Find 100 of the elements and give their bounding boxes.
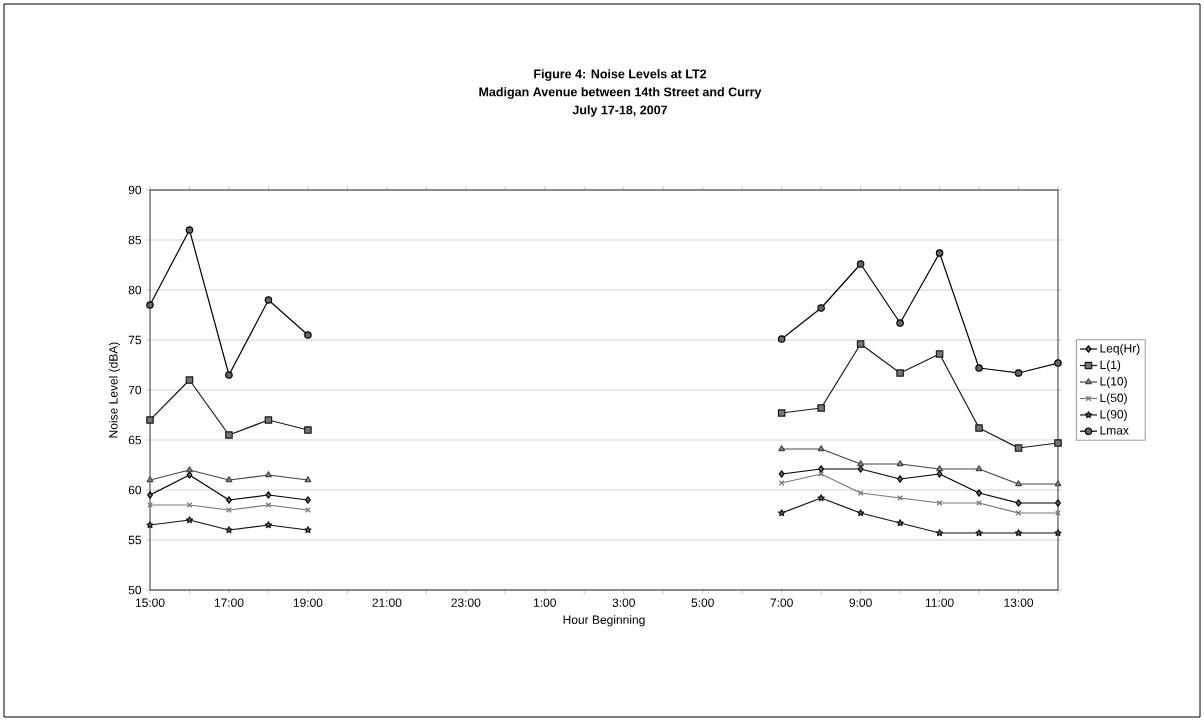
point bbox=[857, 460, 864, 467]
point bbox=[817, 304, 825, 312]
point bbox=[1054, 480, 1062, 487]
x-tick-label: 17:00 bbox=[214, 598, 244, 607]
x-tick-label: 7:00 bbox=[770, 598, 793, 607]
legend-label: L(50) bbox=[1100, 393, 1127, 405]
point bbox=[304, 476, 312, 483]
y-axis-title: Noise Level (dBA) bbox=[108, 342, 121, 438]
point bbox=[265, 471, 272, 478]
point bbox=[817, 404, 825, 412]
point bbox=[936, 465, 943, 472]
point bbox=[1054, 439, 1062, 447]
point bbox=[818, 471, 824, 477]
point bbox=[185, 516, 194, 524]
chart-title: Figure 4: Noise Levels at LT2 bbox=[534, 69, 707, 81]
point bbox=[896, 319, 904, 327]
legend-label: Leq(Hr) bbox=[1100, 343, 1140, 355]
y-tick-label: 55 bbox=[128, 535, 142, 545]
point bbox=[975, 364, 983, 372]
point bbox=[304, 526, 312, 534]
point bbox=[896, 519, 904, 527]
point bbox=[265, 502, 272, 508]
point bbox=[778, 445, 786, 452]
x-tick-label: 1:00 bbox=[534, 598, 556, 607]
point bbox=[1014, 444, 1023, 452]
point bbox=[225, 431, 233, 439]
text: July 17-18, 2007 bbox=[572, 105, 668, 117]
point bbox=[186, 471, 193, 479]
point bbox=[225, 476, 233, 483]
point bbox=[304, 331, 312, 339]
point bbox=[305, 507, 311, 513]
point bbox=[186, 502, 193, 508]
point bbox=[264, 521, 273, 529]
point bbox=[264, 416, 273, 424]
x-tick-label: 5:00 bbox=[691, 598, 714, 607]
y-tick-label: 65 bbox=[128, 435, 142, 445]
point bbox=[1014, 529, 1023, 537]
point bbox=[146, 301, 154, 309]
point bbox=[1015, 480, 1022, 487]
point bbox=[817, 445, 825, 452]
point bbox=[778, 480, 785, 486]
x-tick-label: 13:00 bbox=[1004, 598, 1034, 607]
point bbox=[146, 476, 154, 483]
point bbox=[896, 460, 904, 467]
y-tick-label: 90 bbox=[128, 185, 142, 195]
point bbox=[1015, 510, 1022, 516]
point bbox=[856, 340, 865, 348]
point bbox=[146, 416, 154, 424]
point bbox=[935, 529, 944, 537]
point bbox=[935, 249, 944, 257]
x-tick-label: 9:00 bbox=[849, 598, 872, 607]
point bbox=[856, 509, 865, 517]
point bbox=[1014, 369, 1023, 377]
x-tick-label: 15:00 bbox=[135, 598, 165, 607]
point bbox=[857, 490, 864, 496]
point bbox=[265, 491, 272, 499]
point bbox=[936, 500, 943, 506]
x-tick-label: 3:00 bbox=[612, 598, 635, 607]
y-tick-label: 70 bbox=[128, 385, 142, 395]
y-tick-label: 85 bbox=[128, 235, 142, 245]
point bbox=[1054, 359, 1062, 367]
legend-label: L(90) bbox=[1100, 409, 1127, 421]
point bbox=[857, 465, 864, 473]
chart-subtitle: Madigan Avenue between 14th Street and Curry bbox=[479, 87, 762, 99]
point bbox=[777, 409, 786, 417]
y-tick-label: 80 bbox=[128, 285, 142, 295]
point bbox=[225, 371, 233, 379]
legend-label: L(10) bbox=[1100, 376, 1127, 388]
point bbox=[304, 496, 311, 504]
point bbox=[935, 350, 944, 358]
y-tick-label: 50 bbox=[128, 585, 142, 595]
point bbox=[1055, 499, 1062, 507]
point bbox=[225, 526, 233, 534]
point bbox=[975, 424, 983, 432]
point bbox=[777, 335, 786, 343]
point bbox=[778, 470, 785, 478]
point bbox=[146, 521, 154, 529]
point bbox=[1054, 529, 1062, 537]
point bbox=[778, 509, 786, 517]
legend-label: Lmax bbox=[1100, 426, 1129, 435]
x-tick-label: 19:00 bbox=[293, 598, 323, 607]
point bbox=[264, 296, 273, 304]
point bbox=[975, 529, 983, 537]
point bbox=[1015, 499, 1022, 507]
x-tick-label: 23:00 bbox=[451, 598, 481, 607]
point bbox=[936, 470, 943, 478]
legend-label: L(1) bbox=[1100, 360, 1121, 372]
point bbox=[856, 260, 865, 268]
y-tick-label: 60 bbox=[128, 485, 142, 495]
x-axis-title: Hour Beginning bbox=[563, 615, 645, 627]
x-tick-label: 11:00 bbox=[925, 598, 954, 607]
point bbox=[304, 426, 312, 434]
point bbox=[186, 466, 193, 473]
y-tick-label: 75 bbox=[128, 335, 142, 345]
point bbox=[225, 496, 232, 504]
point bbox=[975, 465, 983, 472]
x-tick-label: 21:00 bbox=[372, 598, 402, 607]
point bbox=[976, 489, 983, 497]
point bbox=[896, 369, 904, 377]
point bbox=[897, 475, 904, 483]
